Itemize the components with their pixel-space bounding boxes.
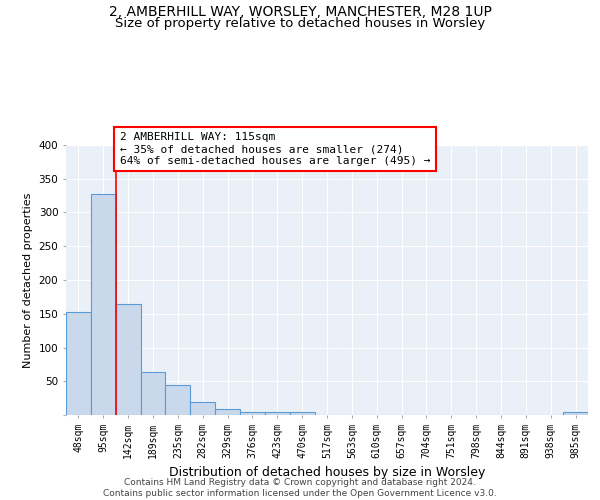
Bar [265,412,290,415]
Bar [166,386,190,415]
Bar [66,312,91,415]
Text: 2 AMBERHILL WAY: 115sqm
← 35% of detached houses are smaller (274)
64% of semi-d: 2 AMBERHILL WAY: 115sqm ← 35% of detache… [120,132,431,166]
Text: Contains HM Land Registry data © Crown copyright and database right 2024.
Contai: Contains HM Land Registry data © Crown c… [103,478,497,498]
Bar [290,412,314,415]
Text: Size of property relative to detached houses in Worsley: Size of property relative to detached ho… [115,18,485,30]
Bar [240,412,265,415]
Text: 2, AMBERHILL WAY, WORSLEY, MANCHESTER, M28 1UP: 2, AMBERHILL WAY, WORSLEY, MANCHESTER, M… [109,5,491,19]
Bar [140,372,166,415]
Bar [91,194,116,415]
Bar [190,402,215,415]
Y-axis label: Number of detached properties: Number of detached properties [23,192,33,368]
Bar [215,409,240,415]
Bar [563,412,588,415]
Bar [116,304,140,415]
X-axis label: Distribution of detached houses by size in Worsley: Distribution of detached houses by size … [169,466,485,479]
